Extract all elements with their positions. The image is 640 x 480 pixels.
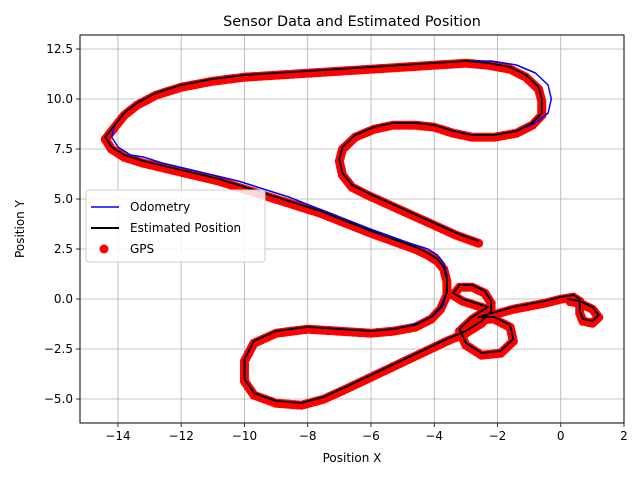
- axis-ticks: −14 −12 −10 −8 −6 −4 −2 0 2 −5.0 −2.5 0.0 2.5 5.0 7.5 1…: [44, 42, 628, 443]
- x-tick-label: −2: [489, 429, 507, 443]
- plot-frame: [79, 34, 625, 424]
- y-tick-label: 7.5: [54, 142, 73, 156]
- gps-point: [565, 297, 575, 307]
- y-tick-label: −5.0: [44, 392, 73, 406]
- x-tick-label: −14: [105, 429, 130, 443]
- legend-estimated-label: Estimated Position: [130, 221, 241, 235]
- y-tick-label: 12.5: [46, 42, 73, 56]
- x-tick-label: 2: [620, 429, 628, 443]
- y-tick-label: −2.5: [44, 342, 73, 356]
- y-tick-label: 5.0: [54, 192, 73, 206]
- y-tick-label: 0.0: [54, 292, 73, 306]
- y-axis-label: Position Y: [13, 199, 27, 258]
- legend-box: [85, 189, 266, 263]
- x-tick-label: 0: [557, 429, 565, 443]
- line-series: [104, 60, 600, 404]
- x-tick-label: −4: [425, 429, 443, 443]
- y-tick-label: 10.0: [46, 92, 73, 106]
- x-axis-label: Position X: [323, 451, 382, 465]
- x-tick-label: −6: [362, 429, 380, 443]
- x-tick-label: −10: [232, 429, 257, 443]
- y-tick-label: 2.5: [54, 242, 73, 256]
- legend-odometry-label: Odometry: [130, 200, 190, 214]
- chart-title: Sensor Data and Estimated Position: [223, 14, 481, 30]
- x-tick-label: −12: [169, 429, 194, 443]
- legend-gps-label: GPS: [130, 242, 154, 256]
- estimated-position-line: [104, 60, 600, 404]
- x-tick-label: −8: [299, 429, 317, 443]
- legend: Odometry Estimated Position GPS: [85, 189, 266, 263]
- legend-gps-swatch: [99, 244, 109, 254]
